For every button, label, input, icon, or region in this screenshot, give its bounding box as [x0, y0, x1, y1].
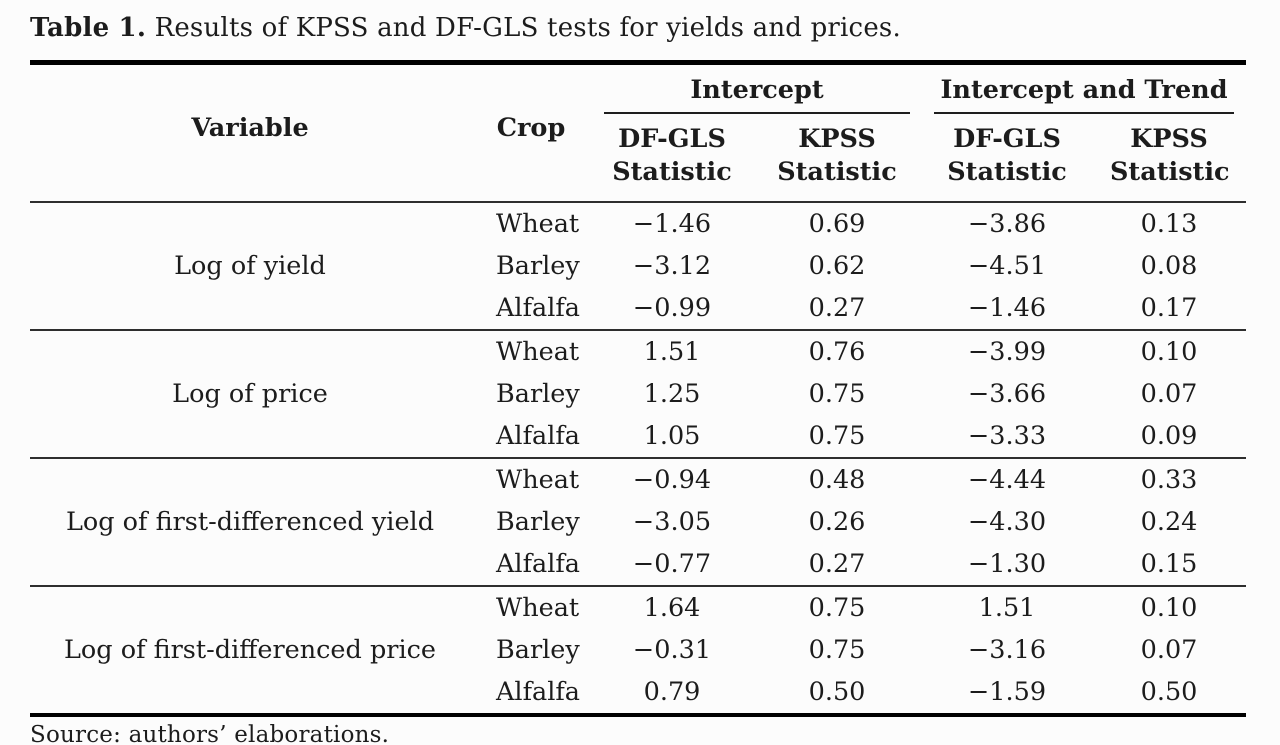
statistic-value: 0.79: [643, 676, 701, 707]
kpss-dfgls-results-table: Variable Crop Intercept Intercept and Tr…: [30, 59, 1247, 717]
statistic-value: −4.44: [922, 456, 1093, 501]
crop-cell: Barley: [496, 250, 580, 281]
statistic-value: −3.66: [967, 378, 1047, 409]
statistic-value: 1.05: [643, 420, 701, 451]
statistic-value: 0.50: [1140, 676, 1198, 707]
table-row: Log of price Wheat 1.51 0.76 −3.99 0.10: [30, 328, 1247, 458]
header-group-intercept-and-trend: Intercept and Trend: [922, 62, 1246, 114]
statistic-value: −3.05: [632, 506, 712, 537]
statistic-value: −1.59: [967, 676, 1047, 707]
table-row: Alfalfa −0.99 0.27 −1.46 0.17: [30, 287, 1246, 330]
crop-cell: Wheat: [470, 584, 592, 629]
crop-cell: Wheat: [470, 456, 592, 501]
statistic-value: −0.99: [632, 292, 712, 323]
statistic-value: −3.99: [922, 328, 1093, 373]
statistic-value: −3.16: [967, 634, 1047, 665]
statistic-value: 0.10: [1092, 328, 1247, 373]
table-caption-label: Table 1.: [30, 13, 147, 43]
table-row: Barley −3.05 0.26 −4.30 0.24: [30, 501, 1246, 543]
statistic-value: 0.62: [808, 250, 866, 281]
statistic-value: 0.76: [752, 328, 923, 373]
statistic-value: 0.07: [1140, 634, 1198, 665]
statistic-value: 0.69: [752, 200, 923, 245]
statistic-value: −1.46: [592, 200, 752, 245]
crop-cell: Wheat: [470, 200, 592, 245]
statistic-value: −3.12: [632, 250, 712, 281]
statistic-value: −4.30: [967, 506, 1047, 537]
statistic-value: −0.94: [592, 456, 752, 501]
table-row: Alfalfa −0.77 0.27 −1.30 0.15: [30, 543, 1246, 586]
statistic-value: 1.51: [592, 328, 752, 373]
header-group-intercept: Intercept: [592, 62, 922, 114]
statistic-value: −1.30: [967, 548, 1047, 579]
statistic-value: 0.33: [1092, 456, 1247, 501]
table-row: Log of yield Wheat −1.46 0.69 −3.86 0.13: [30, 200, 1247, 330]
crop-cell: Barley: [496, 634, 580, 665]
crop-cell: Alfalfa: [496, 676, 581, 707]
table-row: Alfalfa 0.79 0.50 −1.59 0.50: [30, 671, 1246, 715]
statistic-value: 0.27: [808, 292, 866, 323]
table-row: Alfalfa 1.05 0.75 −3.33 0.09: [30, 415, 1246, 458]
variable-cell: Log of first-differenced yield: [30, 456, 470, 586]
statistic-value: 0.17: [1140, 292, 1198, 323]
header-crop: Crop: [496, 112, 566, 143]
table-row: Log of first-differenced price Wheat 1.64 0…: [30, 584, 1247, 715]
table-caption: Table 1. Results of KPSS and DF-GLS test…: [30, 12, 1248, 45]
header-variable: Variable: [191, 112, 309, 143]
statistic-value: 1.25: [643, 378, 701, 409]
source-note: Source: authors’ elaborations.: [30, 721, 390, 745]
header-dfgls-statistic-trend: DF-GLS Statistic: [947, 123, 1067, 187]
table-header: Variable Crop Intercept Intercept and Tr…: [30, 62, 1247, 202]
statistic-value: −4.51: [967, 250, 1047, 281]
header-dfgls-statistic-intercept: DF-GLS Statistic: [612, 123, 732, 187]
statistic-value: 0.13: [1092, 200, 1247, 245]
statistic-value: 0.27: [808, 548, 866, 579]
statistic-value: −1.46: [967, 292, 1047, 323]
variable-cell: Log of price: [30, 328, 470, 458]
crop-cell: Alfalfa: [496, 420, 581, 451]
statistic-value: 0.75: [808, 634, 866, 665]
header-row-subcolumns: DF-GLS Statistic KPSS Statistic DF-GLS S…: [30, 114, 1246, 202]
crop-cell: Barley: [496, 506, 580, 537]
statistic-value: 0.10: [1092, 584, 1247, 629]
statistic-value: 0.24: [1140, 506, 1198, 537]
statistic-value: −3.33: [967, 420, 1047, 451]
statistic-value: 0.26: [808, 506, 866, 537]
crop-cell: Alfalfa: [496, 292, 581, 323]
crop-cell: Wheat: [470, 328, 592, 373]
header-kpss-statistic-trend: KPSS Statistic: [1110, 123, 1230, 187]
statistic-value: 0.09: [1140, 420, 1198, 451]
header-row-groups: Variable Crop Intercept Intercept and Tr…: [30, 62, 1246, 143]
statistic-value: 0.08: [1140, 250, 1198, 281]
statistic-value: −0.31: [632, 634, 712, 665]
table-body: Log of yield Wheat −1.46 0.69 −3.86 0.13 Barle…: [30, 200, 1247, 715]
statistic-value: 0.50: [808, 676, 866, 707]
table-row: Log of first-differenced yield Wheat −0.94…: [30, 456, 1247, 586]
statistic-value: 1.64: [592, 584, 752, 629]
crop-cell: Alfalfa: [496, 548, 581, 579]
statistic-value: 0.75: [808, 378, 866, 409]
variable-cell: Log of yield: [30, 200, 470, 330]
group-label-intercept-and-trend: Intercept and Trend: [934, 75, 1235, 114]
table-row: Barley −0.31 0.75 −3.16 0.07: [30, 629, 1246, 671]
variable-cell: Log of first-differenced price: [30, 584, 470, 715]
group-label-intercept: Intercept: [604, 75, 911, 114]
statistic-value: 0.75: [808, 420, 866, 451]
table-caption-text: Results of KPSS and DF-GLS tests for yie…: [146, 13, 901, 43]
table-row: Barley −3.12 0.62 −4.51 0.08: [30, 245, 1246, 287]
statistic-value: 0.07: [1140, 378, 1198, 409]
statistic-value: 1.51: [922, 584, 1093, 629]
statistic-value: 0.15: [1140, 548, 1198, 579]
statistic-value: −0.77: [632, 548, 712, 579]
table-row: Barley 1.25 0.75 −3.66 0.07: [30, 373, 1246, 415]
statistic-value: −3.86: [922, 200, 1093, 245]
statistic-value: 0.48: [752, 456, 923, 501]
statistic-value: 0.75: [752, 584, 923, 629]
crop-cell: Barley: [496, 378, 580, 409]
header-kpss-statistic-intercept: KPSS Statistic: [777, 123, 897, 187]
